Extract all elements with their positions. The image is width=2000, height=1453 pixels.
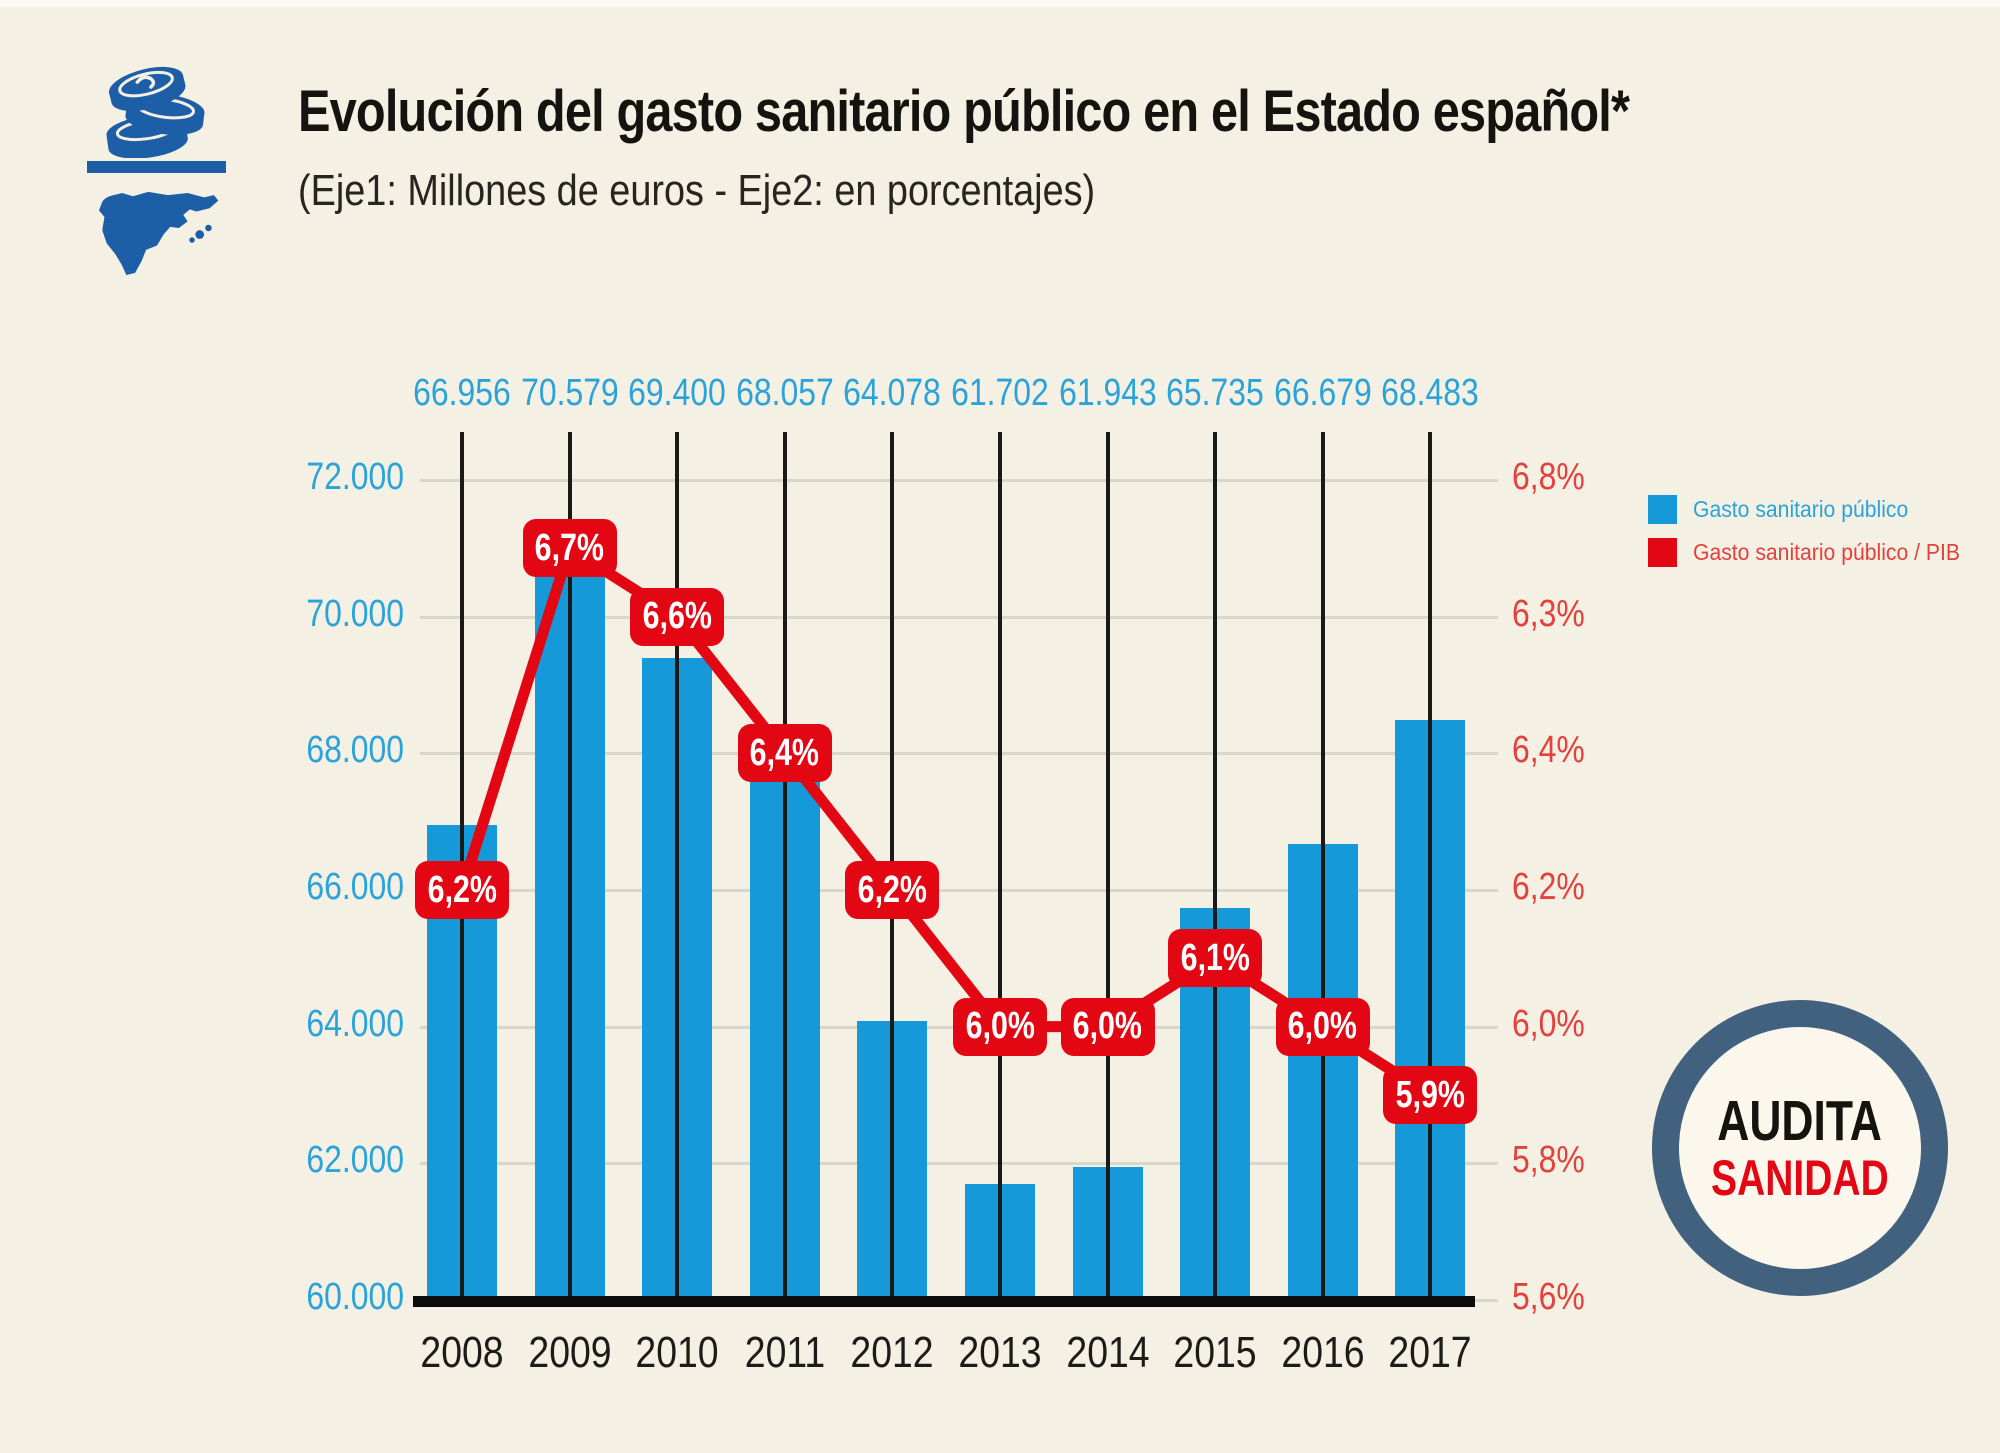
- x-axis-label-2013: 2013: [958, 1328, 1042, 1377]
- bar-value-label: 70.579: [520, 372, 619, 414]
- coins-and-spain-map-icon: [85, 62, 235, 287]
- x-axis-label-2011: 2011: [744, 1328, 826, 1377]
- year-guide-line: [675, 432, 680, 1300]
- bar-value-label: 65.735: [1166, 372, 1264, 414]
- left-axis-tick: 66.000: [306, 866, 404, 908]
- pib-label-text: 6,0%: [1288, 1005, 1358, 1048]
- pib-label-text: 6,1%: [1180, 936, 1250, 979]
- page-title: Evolución del gasto sanitario público en…: [298, 79, 1630, 144]
- left-axis-tick: 68.000: [306, 729, 404, 772]
- pib-label-2014: 6,0%: [1060, 997, 1155, 1056]
- pib-label-2017: 5,9%: [1383, 1066, 1478, 1124]
- legend-swatch-blue: [1648, 495, 1677, 524]
- legend-item-gasto-sanitario: Gasto sanitario público: [1648, 495, 1983, 524]
- x-axis-label-2010: 2010: [635, 1328, 719, 1377]
- right-axis-tick: 6,0%: [1512, 1002, 1585, 1045]
- x-axis-label-2009: 2009: [527, 1328, 612, 1377]
- spain-map-icon: [98, 191, 219, 276]
- pib-label-text: 6,2%: [857, 868, 928, 911]
- right-axis-tick: 6,8%: [1512, 456, 1585, 498]
- year-guide-line: [998, 432, 1002, 1300]
- coins-icon: [106, 66, 205, 159]
- bar-value-label: 61.702: [951, 372, 1049, 414]
- chart-legend: Gasto sanitario público Gasto sanitario …: [1648, 495, 1983, 581]
- year-guide-line: [782, 432, 787, 1300]
- pib-label-text: 6,7%: [534, 526, 605, 569]
- left-axis-tick: 62.000: [306, 1139, 404, 1182]
- pib-label-text: 6,0%: [965, 1005, 1035, 1048]
- pib-label-2011: 6,4%: [737, 724, 832, 783]
- pib-label-text: 6,0%: [1072, 1005, 1143, 1048]
- logo-text-sanidad: SANIDAD: [1711, 1149, 1889, 1206]
- pib-label-2009: 6,7%: [522, 519, 617, 578]
- x-axis-label-2015: 2015: [1173, 1328, 1257, 1377]
- top-strip: [0, 0, 2000, 7]
- year-guide-line: [1213, 432, 1218, 1300]
- audita-sanidad-logo: AUDITA SANIDAD: [1652, 1000, 1948, 1296]
- left-axis-tick: 60.000: [306, 1276, 404, 1318]
- pib-label-2013: 6,0%: [953, 997, 1047, 1056]
- year-guide-line: [1320, 432, 1325, 1300]
- year-guide-line: [1105, 432, 1110, 1300]
- x-axis-label-2016: 2016: [1281, 1328, 1365, 1377]
- pib-label-2010: 6,6%: [630, 587, 725, 646]
- gridline: [420, 1162, 1498, 1166]
- right-axis-tick: 5,8%: [1512, 1139, 1585, 1182]
- pib-label-text: 6,6%: [642, 595, 712, 638]
- gridline: [420, 479, 1498, 482]
- bar-value-label: 66.679: [1273, 372, 1372, 414]
- x-axis-label-2014: 2014: [1065, 1328, 1150, 1377]
- bar-value-label: 64.078: [843, 372, 942, 414]
- right-axis-tick: 6,2%: [1512, 866, 1585, 908]
- legend-swatch-red: [1648, 538, 1677, 567]
- pib-label-2012: 6,2%: [845, 861, 940, 919]
- bar-value-label: 68.057: [735, 372, 834, 414]
- right-axis-tick: 5,6%: [1512, 1276, 1585, 1318]
- legend-item-gasto-pib: Gasto sanitario público / PIB: [1648, 538, 1983, 567]
- x-axis-label-2008: 2008: [420, 1328, 504, 1377]
- page-subtitle: (Eje1: Millones de euros - Eje2: en porc…: [298, 166, 1096, 215]
- pib-label-text: 5,9%: [1395, 1073, 1466, 1116]
- left-axis-tick: 72.000: [306, 456, 404, 498]
- x-axis-line: [413, 1296, 1475, 1307]
- year-guide-line: [1428, 432, 1433, 1300]
- left-axis-tick: 70.000: [306, 592, 404, 635]
- bar-value-label: 66.956: [413, 372, 511, 414]
- x-axis-label-2017: 2017: [1388, 1328, 1472, 1377]
- left-axis-tick: 64.000: [306, 1002, 404, 1045]
- bar-value-label: 69.400: [628, 372, 726, 414]
- x-axis-label-2012: 2012: [850, 1328, 934, 1377]
- pib-label-text: 6,2%: [427, 868, 497, 911]
- legend-label-blue: Gasto sanitario público: [1693, 496, 1909, 522]
- divider-bar: [87, 161, 226, 173]
- pib-label-2016: 6,0%: [1275, 997, 1370, 1056]
- pib-label-2008: 6,2%: [415, 861, 509, 919]
- bar-value-label: 61.943: [1058, 372, 1157, 414]
- legend-label-red: Gasto sanitario público / PIB: [1693, 539, 1961, 565]
- right-axis-tick: 6,4%: [1512, 729, 1585, 772]
- bar-value-label: 68.483: [1381, 372, 1480, 414]
- right-axis-tick: 6,3%: [1512, 592, 1585, 635]
- pib-label-text: 6,4%: [750, 731, 820, 774]
- pib-label-2015: 6,1%: [1168, 929, 1263, 988]
- logo-text-audita: AUDITA: [1717, 1088, 1883, 1153]
